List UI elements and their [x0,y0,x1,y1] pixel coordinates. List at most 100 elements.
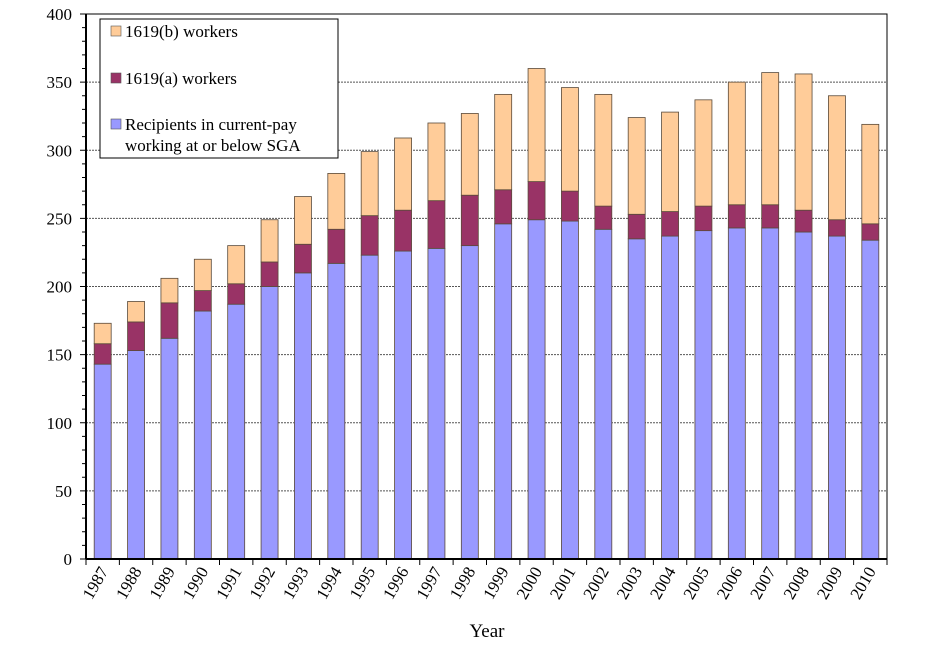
bar-segment-1619a-2005 [694,205,713,232]
bar-segment-1619b-1994 [327,173,346,230]
bar-segment-1619b-2004 [661,111,679,212]
y-tick-label: 150 [47,346,73,365]
bar-segment-recipients-2010 [861,239,880,560]
bar-segment-recipients-2000 [527,219,546,560]
x-tick-label: 2004 [646,563,680,602]
x-tick-label: 2010 [846,564,879,603]
legend-label: 1619(b) workers [125,22,238,41]
x-tick-label: 1990 [179,564,212,603]
bar-segment-recipients-1996 [394,250,412,560]
bar-segment-1619b-1991 [227,245,246,285]
x-tick-label: 2007 [746,563,780,602]
bar-segment-recipients-1991 [227,303,246,560]
bar-segment-1619b-1989 [160,277,179,304]
legend: 1619(b) workers 1619(a) workers Recipients… [99,18,339,159]
bar-segment-1619a-2003 [627,213,646,240]
x-tick-label: 2000 [513,564,546,603]
x-axis-title: Year [469,621,505,642]
x-tick-label: 1987 [79,563,113,602]
bar-segment-1619b-1995 [360,151,379,217]
bar-segment-recipients-1995 [360,254,379,560]
x-tick-label: 1993 [279,564,312,603]
x-tick-label: 2009 [813,564,846,603]
bar-segment-1619b-1999 [494,93,513,191]
y-axis-ticks: 0 50 100 150 200 250 300 350 400 [47,5,86,569]
bar-segment-1619b-1996 [394,137,412,211]
bar-segment-recipients-1992 [260,286,279,560]
bar-segment-1619a-2010 [861,223,880,241]
bar-segment-1619b-1990 [193,258,212,291]
bar-segment-1619b-2007 [761,72,780,206]
x-tick-label: 1999 [479,564,512,603]
legend-label: 1619(a) workers [125,69,237,88]
bar-segment-recipients-1989 [160,337,179,560]
bar-segment-1619b-1992 [260,219,279,263]
bar-segment-1619b-1997 [427,122,446,202]
bar-segment-recipients-1999 [494,223,513,560]
bar-segment-1619a-1990 [193,290,212,312]
bar-segment-1619b-2000 [527,68,546,182]
bar-segment-recipients-1988 [127,350,145,560]
x-tick-label: 1989 [145,564,178,603]
bar-segment-recipients-1994 [327,262,346,560]
bar-segment-1619b-1987 [93,322,112,345]
bar-segment-recipients-2005 [694,230,713,560]
y-tick-label: 200 [47,278,73,297]
bar-segment-1619a-2004 [661,211,679,237]
x-tick-label: 1994 [312,563,346,602]
x-tick-label: 1998 [446,564,479,603]
bar-segment-1619b-1988 [127,301,145,323]
x-tick-label: 2006 [713,564,746,603]
bar-segment-1619a-2006 [727,204,746,229]
y-tick-label: 350 [47,73,73,92]
x-tick-label: 2003 [613,564,646,603]
bar-segment-recipients-1993 [294,272,312,560]
bar-segment-recipients-2001 [561,220,579,560]
bar-segment-1619a-1987 [93,343,112,365]
x-tick-label: 2002 [579,564,612,603]
x-tick-label: 1995 [346,564,379,603]
bar-segment-recipients-2007 [761,227,780,560]
y-tick-label: 300 [47,141,73,160]
x-tick-label: 1991 [212,564,245,603]
bar-segment-1619b-1993 [294,196,312,245]
bar-segment-recipients-2003 [627,238,646,560]
bar-segment-recipients-2002 [594,228,613,560]
bar-segment-recipients-1998 [460,245,479,560]
bar-segment-1619b-2008 [794,73,813,211]
bar-segment-1619b-2006 [727,81,746,206]
bar-segment-1619a-2000 [527,181,546,221]
legend-swatch [110,25,122,37]
bar-segment-recipients-1997 [427,247,446,560]
y-tick-label: 0 [64,550,73,569]
bars [93,68,880,560]
bar-segment-1619a-2008 [794,209,813,233]
bar-segment-1619b-2005 [694,99,713,207]
bar-segment-1619a-1997 [427,200,446,249]
bar-segment-1619a-2002 [594,205,613,230]
bar-segment-1619a-1993 [294,243,312,274]
bar-segment-1619a-2001 [561,190,579,222]
bar-segment-1619b-1998 [460,113,479,196]
bar-segment-1619a-1999 [494,189,513,225]
legend-label: working at or below SGA [125,136,301,155]
bar-segment-recipients-2006 [727,227,746,560]
x-tick-label: 1992 [246,564,279,603]
bar-segment-1619a-1988 [127,321,145,351]
legend-swatch [110,118,122,130]
y-tick-label: 250 [47,209,73,228]
bar-segment-1619a-2009 [828,219,846,237]
bar-segment-1619b-2003 [627,117,646,215]
y-tick-label: 100 [47,414,73,433]
bar-segment-1619a-1992 [260,261,279,287]
legend-label: Recipients in current-pay [125,115,297,134]
y-tick-label: 50 [55,482,72,501]
bar-segment-1619a-1998 [460,194,479,247]
bar-segment-recipients-1990 [193,310,212,560]
bar-segment-recipients-1987 [93,363,112,560]
x-tick-label: 1996 [379,564,412,603]
y-tick-label: 400 [47,5,73,24]
bar-segment-recipients-2009 [828,235,846,560]
x-tick-label: 2008 [780,564,813,603]
legend-swatch [110,72,122,84]
